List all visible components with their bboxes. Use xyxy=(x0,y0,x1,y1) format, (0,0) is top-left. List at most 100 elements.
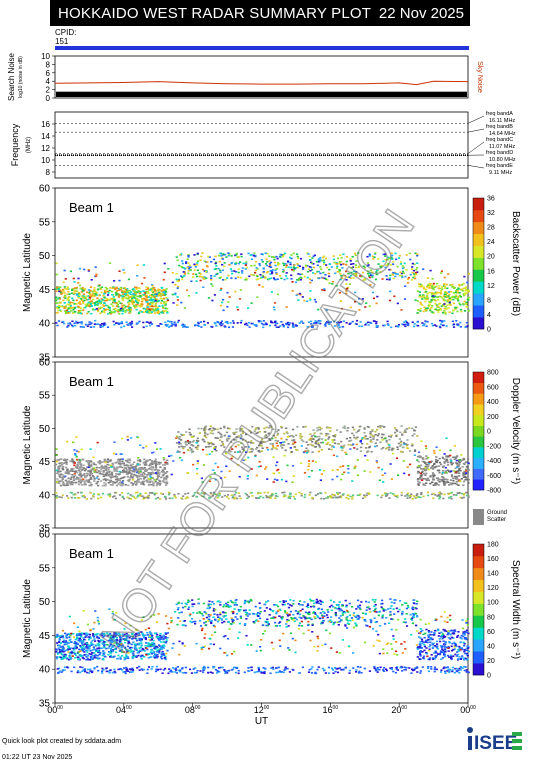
data-cell xyxy=(166,463,169,465)
data-cell xyxy=(446,292,449,294)
data-cell xyxy=(212,427,215,429)
data-cell xyxy=(73,290,76,292)
data-cell xyxy=(381,494,384,497)
data-cell xyxy=(58,656,61,658)
data-cell xyxy=(338,270,341,273)
data-cell xyxy=(311,451,314,453)
data-cell xyxy=(115,305,119,307)
data-cell xyxy=(90,483,93,486)
data-cell xyxy=(112,650,115,653)
data-cell xyxy=(402,460,405,462)
data-cell xyxy=(346,276,349,279)
data-cell xyxy=(260,442,263,445)
data-cell xyxy=(396,494,399,497)
data-cell xyxy=(67,324,70,327)
data-cell xyxy=(444,293,447,296)
data-cell xyxy=(342,493,345,495)
data-cell xyxy=(92,456,95,459)
data-cell xyxy=(359,493,362,496)
data-cell xyxy=(303,496,306,498)
data-cell xyxy=(308,278,311,280)
data-cell xyxy=(182,495,185,497)
data-cell xyxy=(420,477,424,480)
data-cell xyxy=(400,440,403,443)
data-cell xyxy=(464,326,467,329)
data-cell xyxy=(306,450,309,453)
data-cell xyxy=(451,283,454,286)
data-cell xyxy=(182,451,186,454)
data-cell xyxy=(129,459,132,462)
colorbar-tick-label: -200 xyxy=(487,443,501,450)
data-cell xyxy=(331,283,334,285)
data-cell xyxy=(224,476,227,479)
data-cell xyxy=(405,321,409,324)
data-cell xyxy=(457,288,460,290)
data-cell xyxy=(364,447,368,449)
data-cell xyxy=(419,283,422,286)
data-cell xyxy=(323,470,326,472)
data-cell xyxy=(422,484,425,486)
data-cell xyxy=(82,326,85,328)
data-cell xyxy=(93,656,96,658)
data-cell xyxy=(196,252,199,255)
data-cell xyxy=(109,464,112,467)
data-cell xyxy=(257,492,260,495)
data-cell xyxy=(408,252,411,255)
data-cell xyxy=(191,441,195,443)
data-cell xyxy=(67,310,70,313)
data-cell xyxy=(275,273,278,275)
data-cell xyxy=(139,492,142,495)
data-cell xyxy=(89,448,92,450)
data-cell xyxy=(363,427,366,429)
data-cell xyxy=(351,320,354,323)
data-cell xyxy=(171,497,174,500)
data-cell xyxy=(125,321,128,323)
beam-label: Beam 1 xyxy=(69,200,114,215)
data-cell xyxy=(220,255,223,257)
data-cell xyxy=(152,483,155,486)
data-cell xyxy=(70,641,73,643)
data-cell xyxy=(75,287,78,290)
data-cell xyxy=(80,322,83,325)
data-cell xyxy=(265,426,268,429)
data-cell xyxy=(125,291,128,293)
data-cell xyxy=(144,492,147,494)
data-cell xyxy=(57,288,60,291)
data-cell xyxy=(122,325,126,327)
data-cell xyxy=(327,441,330,444)
data-cell xyxy=(55,273,58,276)
data-cell xyxy=(149,297,152,299)
data-cell xyxy=(80,654,83,656)
data-cell xyxy=(146,291,149,293)
data-cell xyxy=(109,654,113,657)
data-cell xyxy=(216,496,219,499)
data-cell xyxy=(128,480,131,483)
data-cell xyxy=(179,443,182,445)
data-cell xyxy=(317,322,320,324)
data-cell xyxy=(464,476,467,479)
data-cell xyxy=(226,305,229,308)
freq-band-value: 16.11 MHz xyxy=(489,118,515,124)
data-cell xyxy=(382,324,385,327)
data-cell xyxy=(207,297,210,299)
noise-ytick-label: 0 xyxy=(46,94,51,103)
data-cell xyxy=(136,291,139,293)
data-cell xyxy=(423,323,426,325)
data-cell xyxy=(93,326,96,328)
data-cell xyxy=(78,633,81,635)
data-cell xyxy=(58,640,61,643)
data-cell xyxy=(446,287,449,290)
data-cell xyxy=(78,302,81,304)
data-cell xyxy=(410,268,414,270)
data-cell xyxy=(308,255,311,258)
data-cell xyxy=(419,474,422,477)
data-cell xyxy=(162,289,165,291)
data-cell xyxy=(452,292,455,294)
data-cell xyxy=(413,454,416,456)
data-cell xyxy=(79,303,82,305)
data-cell xyxy=(192,435,195,437)
data-cell xyxy=(443,453,446,455)
data-cell xyxy=(416,253,419,255)
data-cell xyxy=(137,290,140,292)
data-cell xyxy=(381,474,384,476)
